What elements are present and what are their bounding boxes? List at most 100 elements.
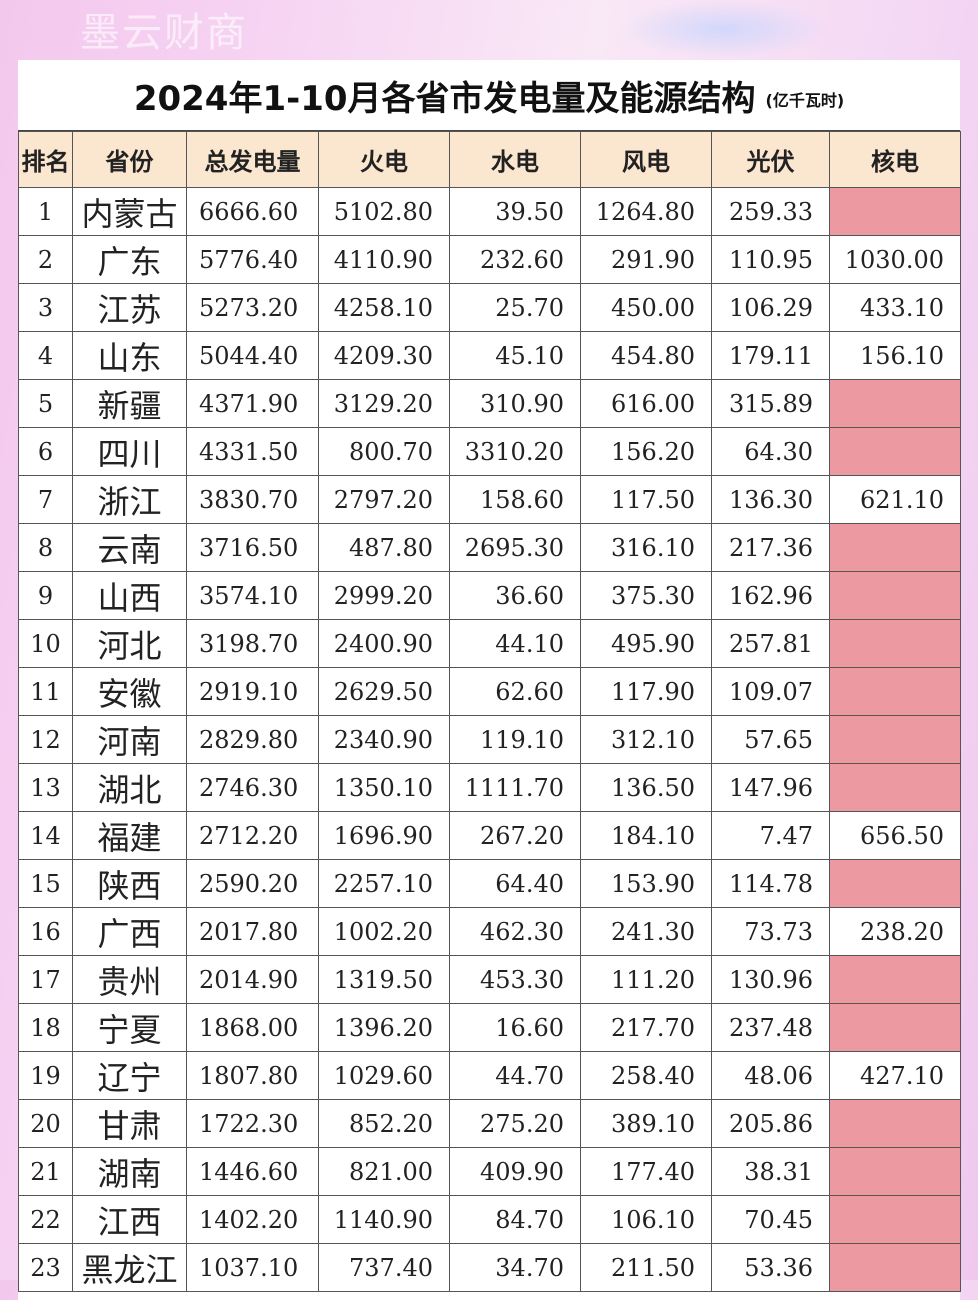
total-cell: 1868.00 (186, 1003, 319, 1052)
total-cell: 2017.80 (186, 907, 319, 956)
nuclear-cell: 1030.00 (829, 235, 961, 284)
hydro-cell: 3310.20 (449, 427, 581, 476)
table-row: 7 浙江 3830.70 2797.20 158.60 117.50 136.30 621.1… (18, 475, 961, 524)
table-header-row: 排名 省份 总发电量 火电 水电 风电 光伏 核电 (18, 131, 961, 188)
rank-cell: 4 (18, 331, 73, 380)
province-cell: 安徽 (72, 667, 187, 716)
wind-cell: 153.90 (580, 859, 712, 908)
total-cell: 3716.50 (186, 523, 319, 572)
header-total: 总发电量 (186, 131, 319, 188)
hydro-cell: 34.70 (449, 1243, 581, 1292)
table-row: 6 四川 4331.50 800.70 3310.20 156.20 64.30 (18, 427, 961, 476)
total-cell: 2919.10 (186, 667, 319, 716)
wind-cell: 156.20 (580, 427, 712, 476)
hydro-cell: 267.20 (449, 811, 581, 860)
wind-cell: 450.00 (580, 283, 712, 332)
title-main: 2024年1-10月各省市发电量及能源结构 (133, 78, 756, 119)
wind-cell: 291.90 (580, 235, 712, 284)
total-cell: 5776.40 (186, 235, 319, 284)
nuclear-cell (829, 859, 961, 908)
rank-cell: 19 (18, 1051, 73, 1100)
province-cell: 内蒙古 (72, 187, 187, 236)
province-cell: 江西 (72, 1195, 187, 1244)
rank-cell: 20 (18, 1099, 73, 1148)
table-row: 11 安徽 2919.10 2629.50 62.60 117.90 109.07 (18, 667, 961, 716)
nuclear-cell: 433.10 (829, 283, 961, 332)
province-cell: 甘肃 (72, 1099, 187, 1148)
background-glow (618, 0, 828, 58)
rank-cell: 23 (18, 1243, 73, 1292)
hydro-cell: 39.50 (449, 187, 581, 236)
province-cell: 江苏 (72, 283, 187, 332)
table-row: 16 广西 2017.80 1002.20 462.30 241.30 73.73 238.2… (18, 907, 961, 956)
total-cell: 2014.90 (186, 955, 319, 1004)
solar-cell: 315.89 (711, 379, 830, 428)
solar-cell: 259.33 (711, 187, 830, 236)
province-cell: 河北 (72, 619, 187, 668)
solar-cell: 70.45 (711, 1195, 830, 1244)
total-cell: 1402.20 (186, 1195, 319, 1244)
nuclear-cell (829, 667, 961, 716)
thermal-cell: 2257.10 (318, 859, 450, 908)
thermal-cell: 821.00 (318, 1147, 450, 1196)
thermal-cell: 1140.90 (318, 1195, 450, 1244)
table-row: 19 辽宁 1807.80 1029.60 44.70 258.40 48.06 427.10 (18, 1051, 961, 1100)
hydro-cell: 2695.30 (449, 523, 581, 572)
thermal-cell: 800.70 (318, 427, 450, 476)
wind-cell: 454.80 (580, 331, 712, 380)
table-row: 10 河北 3198.70 2400.90 44.10 495.90 257.81 (18, 619, 961, 668)
thermal-cell: 1002.20 (318, 907, 450, 956)
hydro-cell: 158.60 (449, 475, 581, 524)
hydro-cell: 45.10 (449, 331, 581, 380)
total-cell: 5273.20 (186, 283, 319, 332)
province-cell: 黑龙江 (72, 1243, 187, 1292)
table-row: 15 陕西 2590.20 2257.10 64.40 153.90 114.78 (18, 859, 961, 908)
rank-cell: 1 (18, 187, 73, 236)
thermal-cell: 2629.50 (318, 667, 450, 716)
solar-cell: 130.96 (711, 955, 830, 1004)
nuclear-cell (829, 427, 961, 476)
wind-cell: 106.10 (580, 1195, 712, 1244)
title-unit: (亿千瓦时) (765, 91, 845, 110)
hydro-cell: 16.60 (449, 1003, 581, 1052)
wind-cell: 177.40 (580, 1147, 712, 1196)
thermal-cell: 4258.10 (318, 283, 450, 332)
solar-cell: 7.47 (711, 811, 830, 860)
rank-cell: 12 (18, 715, 73, 764)
nuclear-cell (829, 619, 961, 668)
hydro-cell: 462.30 (449, 907, 581, 956)
wind-cell: 389.10 (580, 1099, 712, 1148)
thermal-cell: 5102.80 (318, 187, 450, 236)
province-cell: 新疆 (72, 379, 187, 428)
nuclear-cell (829, 187, 961, 236)
thermal-cell: 1029.60 (318, 1051, 450, 1100)
total-cell: 1446.60 (186, 1147, 319, 1196)
solar-cell: 38.31 (711, 1147, 830, 1196)
nuclear-cell (829, 379, 961, 428)
wind-cell: 184.10 (580, 811, 712, 860)
nuclear-cell (829, 571, 961, 620)
header-nuclear: 核电 (829, 131, 961, 188)
total-cell: 4331.50 (186, 427, 319, 476)
hydro-cell: 119.10 (449, 715, 581, 764)
rank-cell: 7 (18, 475, 73, 524)
header-thermal: 火电 (318, 131, 450, 188)
wind-cell: 258.40 (580, 1051, 712, 1100)
total-cell: 1807.80 (186, 1051, 319, 1100)
wind-cell: 117.50 (580, 475, 712, 524)
nuclear-cell: 238.20 (829, 907, 961, 956)
nuclear-cell (829, 1195, 961, 1244)
rank-cell: 22 (18, 1195, 73, 1244)
hydro-cell: 232.60 (449, 235, 581, 284)
rank-cell: 9 (18, 571, 73, 620)
thermal-cell: 2999.20 (318, 571, 450, 620)
rank-cell: 6 (18, 427, 73, 476)
thermal-cell: 737.40 (318, 1243, 450, 1292)
wind-cell: 211.50 (580, 1243, 712, 1292)
province-cell: 广西 (72, 907, 187, 956)
solar-cell: 73.73 (711, 907, 830, 956)
header-rank: 排名 (18, 131, 73, 188)
hydro-cell: 1111.70 (449, 763, 581, 812)
hydro-cell: 44.10 (449, 619, 581, 668)
total-cell: 3830.70 (186, 475, 319, 524)
